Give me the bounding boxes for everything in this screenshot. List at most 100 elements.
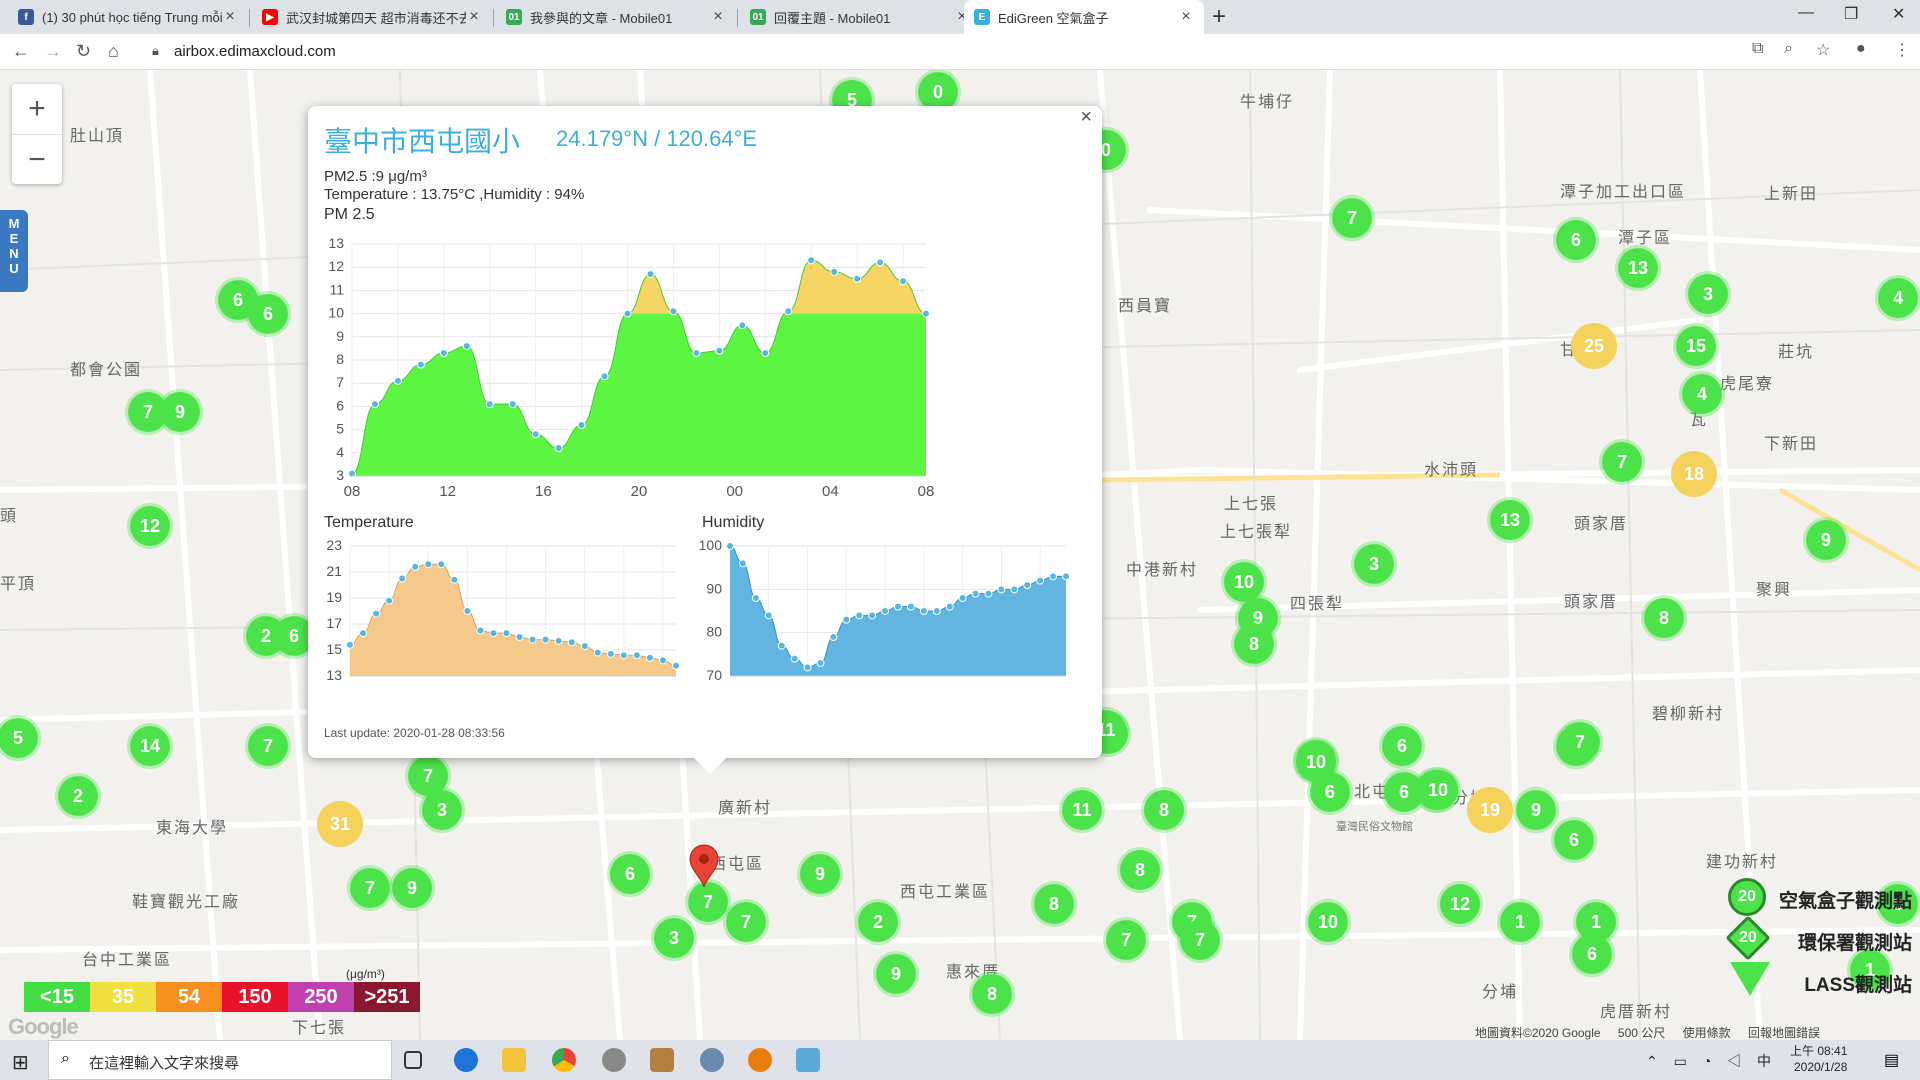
station-cluster-marker[interactable]: 7: [347, 865, 393, 911]
tab-facebook[interactable]: f (1) 30 phút học tiếng Trung mỗi ×: [8, 0, 248, 34]
station-cluster-marker[interactable]: 7: [1557, 719, 1603, 765]
station-cluster-marker[interactable]: 18: [1671, 451, 1717, 497]
clock[interactable]: 上午 08:41 2020/1/28: [1790, 1043, 1847, 1075]
close-tab-icon[interactable]: ×: [1181, 8, 1191, 25]
file-explorer-icon[interactable]: [502, 1048, 526, 1072]
station-cluster-marker[interactable]: 5: [0, 715, 41, 761]
close-tab-icon[interactable]: ×: [957, 8, 967, 25]
taskbar-search[interactable]: ⌕ 在這裡輸入文字來搜尋: [48, 1040, 392, 1080]
close-tab-icon[interactable]: ×: [469, 8, 479, 25]
report-error-link[interactable]: 回報地圖錯誤: [1747, 1026, 1820, 1040]
station-cluster-marker[interactable]: 14: [127, 723, 173, 769]
close-tab-icon[interactable]: ×: [713, 8, 723, 25]
zoom-out-button[interactable]: −: [12, 134, 62, 184]
menu-button[interactable]: M E N U: [0, 210, 28, 292]
station-cluster-marker[interactable]: 5: [1875, 881, 1920, 927]
close-icon[interactable]: ×: [1080, 106, 1092, 128]
station-cluster-marker[interactable]: 8: [969, 971, 1015, 1017]
terms-link[interactable]: 使用條款: [1682, 1026, 1731, 1040]
station-cluster-marker[interactable]: 4: [1875, 275, 1920, 321]
station-cluster-marker[interactable]: 3: [419, 787, 465, 833]
station-cluster-marker[interactable]: 8: [1031, 881, 1077, 927]
windows-start-icon[interactable]: ⊞: [12, 1052, 29, 1074]
station-cluster-marker[interactable]: 10: [1415, 767, 1461, 813]
app-icon[interactable]: [650, 1048, 674, 1072]
edge-icon[interactable]: [454, 1048, 478, 1072]
station-cluster-marker[interactable]: 6: [607, 851, 653, 897]
station-cluster-marker[interactable]: 6: [1379, 723, 1425, 769]
back-icon[interactable]: ←: [12, 41, 30, 61]
station-cluster-marker[interactable]: 13: [1487, 497, 1533, 543]
station-cluster-marker[interactable]: 8: [1141, 787, 1187, 833]
station-cluster-marker[interactable]: 9: [1803, 517, 1849, 563]
zoom-icon[interactable]: ⌕: [1784, 40, 1793, 57]
station-cluster-marker[interactable]: 10: [1305, 899, 1351, 945]
station-cluster-marker[interactable]: 12: [127, 503, 173, 549]
station-cluster-marker[interactable]: 2: [55, 773, 101, 819]
app-icon[interactable]: [602, 1048, 626, 1072]
address-bar[interactable]: 🔒︎ airbox.edimaxcloud.com: [140, 37, 1900, 67]
system-tray[interactable]: ⌃ ▭ ◔ ◁ 中: [1646, 1053, 1777, 1069]
translate-icon[interactable]: ⧉: [1752, 40, 1764, 57]
station-cluster-marker[interactable]: 9: [1513, 787, 1559, 833]
ime-indicator[interactable]: 中: [1756, 1053, 1777, 1069]
station-cluster-marker[interactable]: 9: [157, 389, 203, 435]
station-cluster-marker[interactable]: 8: [1641, 595, 1687, 641]
forward-icon[interactable]: →: [44, 41, 62, 61]
station-cluster-marker[interactable]: 7: [1103, 917, 1149, 963]
station-cluster-marker[interactable]: 8: [1117, 847, 1163, 893]
new-tab-button[interactable]: +: [1212, 3, 1227, 30]
station-cluster-marker[interactable]: 7: [685, 879, 731, 925]
station-cluster-marker[interactable]: 2: [855, 899, 901, 945]
station-cluster-marker[interactable]: 3: [1351, 541, 1397, 587]
station-cluster-marker[interactable]: 11: [1059, 787, 1105, 833]
tab-edigreen[interactable]: E EdiGreen 空氣盒子 ×: [964, 0, 1204, 34]
station-cluster-marker[interactable]: 25: [1571, 323, 1617, 369]
tab-youtube[interactable]: ▶ 武汉封城第四天 超市消毒还不去 ×: [252, 0, 492, 34]
station-cluster-marker[interactable]: 7: [723, 899, 769, 945]
station-cluster-marker[interactable]: 6: [1307, 769, 1353, 815]
station-cluster-marker[interactable]: 3: [1685, 271, 1731, 317]
station-cluster-marker[interactable]: 6: [1553, 217, 1599, 263]
station-cluster-marker[interactable]: 7: [1599, 439, 1645, 485]
station-cluster-marker[interactable]: 13: [1615, 245, 1661, 291]
zoom-in-button[interactable]: +: [28, 92, 46, 125]
blender-icon[interactable]: [748, 1048, 772, 1072]
bookmark-star-icon[interactable]: ☆: [1816, 42, 1831, 59]
station-cluster-marker[interactable]: 3: [651, 915, 697, 961]
close-tab-icon[interactable]: ×: [225, 8, 235, 25]
station-cluster-marker[interactable]: 31: [317, 801, 363, 847]
task-view-icon[interactable]: [404, 1051, 422, 1069]
chrome-icon[interactable]: [552, 1048, 576, 1072]
app-icon[interactable]: [796, 1048, 820, 1072]
station-cluster-marker[interactable]: 1: [1497, 899, 1543, 945]
lock-icon[interactable]: 🔒︎: [152, 43, 159, 58]
tab-mobile01-articles[interactable]: 01 我參與的文章 - Mobile01 ×: [496, 0, 736, 34]
notification-icon[interactable]: ▤: [1884, 1052, 1900, 1069]
google-logo[interactable]: Google: [8, 1014, 79, 1039]
station-cluster-marker[interactable]: 12: [1437, 881, 1483, 927]
station-cluster-marker[interactable]: 7: [245, 723, 291, 769]
home-icon[interactable]: ⌂: [108, 41, 119, 61]
station-cluster-marker[interactable]: 9: [389, 865, 435, 911]
reload-icon[interactable]: ↻: [76, 41, 92, 61]
station-cluster-marker[interactable]: 9: [873, 951, 919, 997]
profile-avatar-icon[interactable]: ●: [1856, 40, 1866, 57]
station-cluster-marker[interactable]: 8: [1231, 621, 1277, 667]
maximize-icon[interactable]: ❐: [1844, 6, 1859, 23]
station-cluster-marker[interactable]: 6: [1551, 817, 1597, 863]
station-cluster-marker[interactable]: 19: [1467, 787, 1513, 833]
app-icon[interactable]: [700, 1048, 724, 1072]
station-cluster-marker[interactable]: 15: [1673, 323, 1719, 369]
station-cluster-marker[interactable]: 1: [1847, 947, 1893, 993]
station-cluster-marker[interactable]: 6: [245, 291, 291, 337]
station-cluster-marker[interactable]: 7: [1329, 195, 1375, 241]
station-cluster-marker[interactable]: 4: [1679, 371, 1725, 417]
station-cluster-marker[interactable]: 6: [1569, 931, 1615, 977]
location-pin-icon[interactable]: [689, 844, 719, 888]
url-text[interactable]: airbox.edimaxcloud.com: [174, 43, 336, 60]
browser-menu-icon[interactable]: ⋮: [1894, 42, 1910, 59]
station-cluster-marker[interactable]: 9: [797, 851, 843, 897]
station-cluster-marker[interactable]: 7: [1177, 917, 1223, 963]
tab-mobile01-reply[interactable]: 01 回覆主題 - Mobile01 ×: [740, 0, 980, 34]
